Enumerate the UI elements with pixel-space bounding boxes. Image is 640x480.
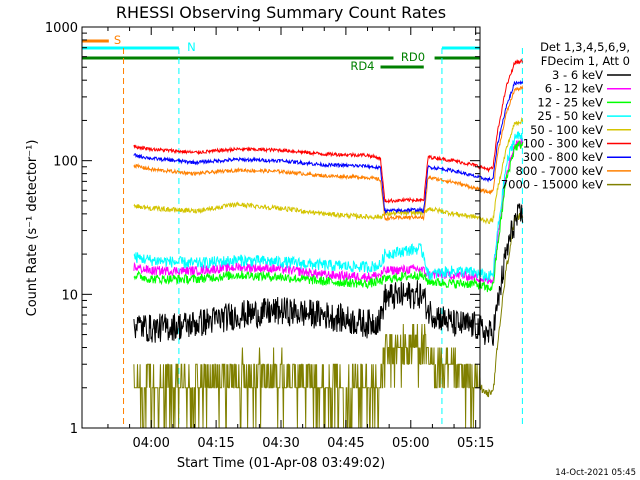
x-axis-label: Start Time (01-Apr-08 03:49:02)	[177, 456, 385, 471]
x-tick-label: 05:15	[457, 436, 494, 451]
saa-label: S	[114, 33, 121, 47]
series-line-0	[133, 203, 524, 346]
series-line-6	[133, 79, 524, 215]
status-bars-layer: S N RD0 RD4	[82, 33, 480, 73]
legend-entry-label: 300 - 800 keV	[523, 150, 603, 164]
y-axis-label: Count Rate (s⁻¹ detector⁻¹)	[25, 140, 40, 317]
legend-header-line-2: FDecim 1, Att 0	[541, 54, 630, 68]
rd0-label: RD0	[401, 50, 425, 64]
legend-entry-label: 7000 - 15000 keV	[501, 178, 603, 192]
series-line-8	[133, 212, 524, 429]
legend-entry-label: 25 - 50 keV	[537, 109, 603, 123]
legend-entry-label: 3 - 6 keV	[552, 68, 603, 82]
series-line-5	[133, 58, 524, 204]
legend-entry-label: 800 - 7000 keV	[515, 164, 603, 178]
legend-layer: Det 1,3,4,5,6,9,FDecim 1, Att 03 - 6 keV…	[501, 40, 631, 192]
x-tick-label: 04:30	[262, 436, 299, 451]
y-tick-label: 1	[70, 422, 78, 437]
series-layer	[133, 58, 524, 429]
x-tick-label: 05:00	[392, 436, 429, 451]
series-line-3	[133, 131, 524, 282]
vertical-lines-layer	[123, 48, 523, 428]
axes-layer: 1 10 100 1000 04:00 04:15 04:30 04:45 05:00 05:15	[45, 21, 495, 451]
timestamp-label: 14-Oct-2021 05:45	[555, 468, 636, 478]
legend-entry-label: 12 - 25 keV	[537, 95, 603, 109]
legend-entry-label: 100 - 300 keV	[523, 137, 603, 151]
series-line-1	[133, 137, 524, 285]
rd4-label: RD4	[350, 59, 374, 73]
chart-title: RHESSI Observing Summary Count Rates	[116, 3, 446, 22]
x-tick-label: 04:15	[197, 436, 234, 451]
y-tick-label: 10	[61, 288, 78, 303]
x-tick-label: 04:45	[327, 436, 364, 451]
series-line-2	[133, 140, 524, 293]
x-tick-label: 04:00	[132, 436, 169, 451]
legend-entry-label: 6 - 12 keV	[545, 82, 603, 96]
series-line-4	[133, 116, 524, 225]
legend-header-line-1: Det 1,3,4,5,6,9,	[540, 40, 630, 54]
legend-entry-label: 50 - 100 keV	[530, 123, 603, 137]
series-line-7	[133, 84, 524, 222]
y-tick-label: 100	[53, 155, 78, 170]
y-tick-label: 1000	[45, 21, 78, 36]
night-label: N	[187, 40, 196, 54]
